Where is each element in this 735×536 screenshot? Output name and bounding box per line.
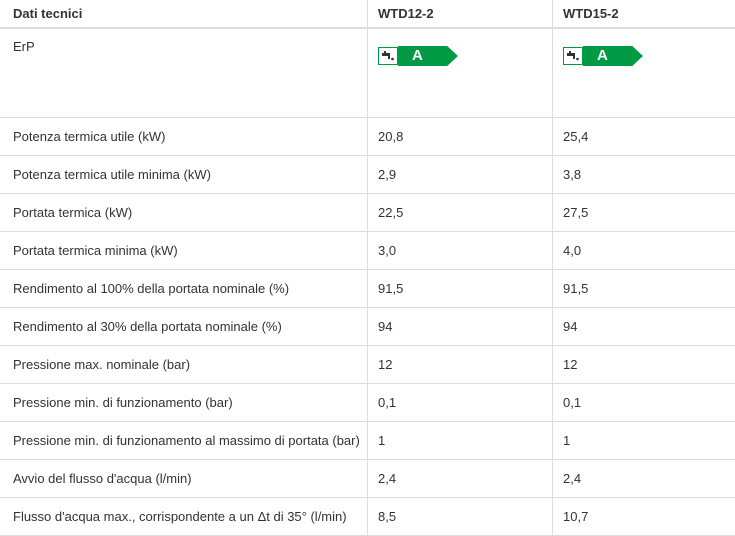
row-value-model-2: 94 [563,318,578,334]
energy-class-badge: A [378,46,458,66]
row-value-model-1: 94 [368,308,553,345]
table-row: Potenza termica utile (kW) 20,8 25,4 [0,118,735,156]
table-row: Flusso d'acqua max., corrispondente a un… [0,498,735,536]
row-label: Portata termica minima (kW) [0,232,368,269]
row-value-model-1: 22,5 [368,194,553,231]
row-value-model-2: 25,4 [563,128,589,144]
row-label: Pressione min. di funzionamento al massi… [0,422,368,459]
header-label: Dati tecnici [0,0,368,27]
row-value-model-1: 20,8 [368,118,553,155]
row-label: Potenza termica utile (kW) [0,118,368,155]
row-value-model-2: 12 [563,356,578,372]
table-row: Portata termica (kW) 22,5 27,5 [0,194,735,232]
energy-class-badge: A [563,46,643,66]
row-label: Portata termica (kW) [0,194,368,231]
energy-class-label: A [398,46,458,66]
table-row: Avvio del flusso d'acqua (l/min) 2,4 2,4 [0,460,735,498]
row-value-model-2: 91,5 [563,280,589,296]
row-value-model-1: 8,5 [368,498,553,535]
table-row: Portata termica minima (kW) 3,0 4,0 [0,232,735,270]
table-row: Rendimento al 100% della portata nominal… [0,270,735,308]
row-value-model-1: 3,0 [368,232,553,269]
water-tap-icon [378,47,398,65]
row-value-model-1: 12 [368,346,553,383]
header-model-2: WTD15-2 [563,5,619,21]
row-label: Rendimento al 100% della portata nominal… [0,270,368,307]
row-label: Flusso d'acqua max., corrispondente a un… [0,498,368,535]
row-label: Rendimento al 30% della portata nominale… [0,308,368,345]
header-model-1: WTD12-2 [368,0,553,27]
row-value-model-2: 27,5 [563,204,589,220]
table-row: Pressione max. nominale (bar) 12 12 [0,346,735,384]
table-row: Rendimento al 30% della portata nominale… [0,308,735,346]
row-value-model-2: 10,7 [563,508,589,524]
erp-label: ErP [0,29,368,117]
energy-class-label: A [583,46,643,66]
row-value-model-1: 2,4 [368,460,553,497]
water-tap-icon [563,47,583,65]
row-value-model-1: 1 [368,422,553,459]
row-value-model-2: 1 [563,432,571,448]
row-label: Pressione min. di funzionamento (bar) [0,384,368,421]
row-value-model-1: 91,5 [368,270,553,307]
erp-cell-2: A [553,29,735,117]
erp-cell-1: A [368,29,553,117]
row-value-model-1: 2,9 [368,156,553,193]
row-value-model-2: 0,1 [563,394,582,410]
table-row: Pressione min. di funzionamento al massi… [0,422,735,460]
row-label: Potenza termica utile minima (kW) [0,156,368,193]
table-header: Dati tecnici WTD12-2 WTD15-2 [0,0,735,29]
row-value-model-2: 4,0 [563,242,582,258]
table-row: Pressione min. di funzionamento (bar) 0,1… [0,384,735,422]
row-value-model-2: 3,8 [563,166,582,182]
row-label: Avvio del flusso d'acqua (l/min) [0,460,368,497]
erp-row: ErP A A [0,29,735,118]
table-row: Potenza termica utile minima (kW) 2,9 3,8 [0,156,735,194]
row-value-model-2: 2,4 [563,470,582,486]
row-value-model-1: 0,1 [368,384,553,421]
row-label: Pressione max. nominale (bar) [0,346,368,383]
